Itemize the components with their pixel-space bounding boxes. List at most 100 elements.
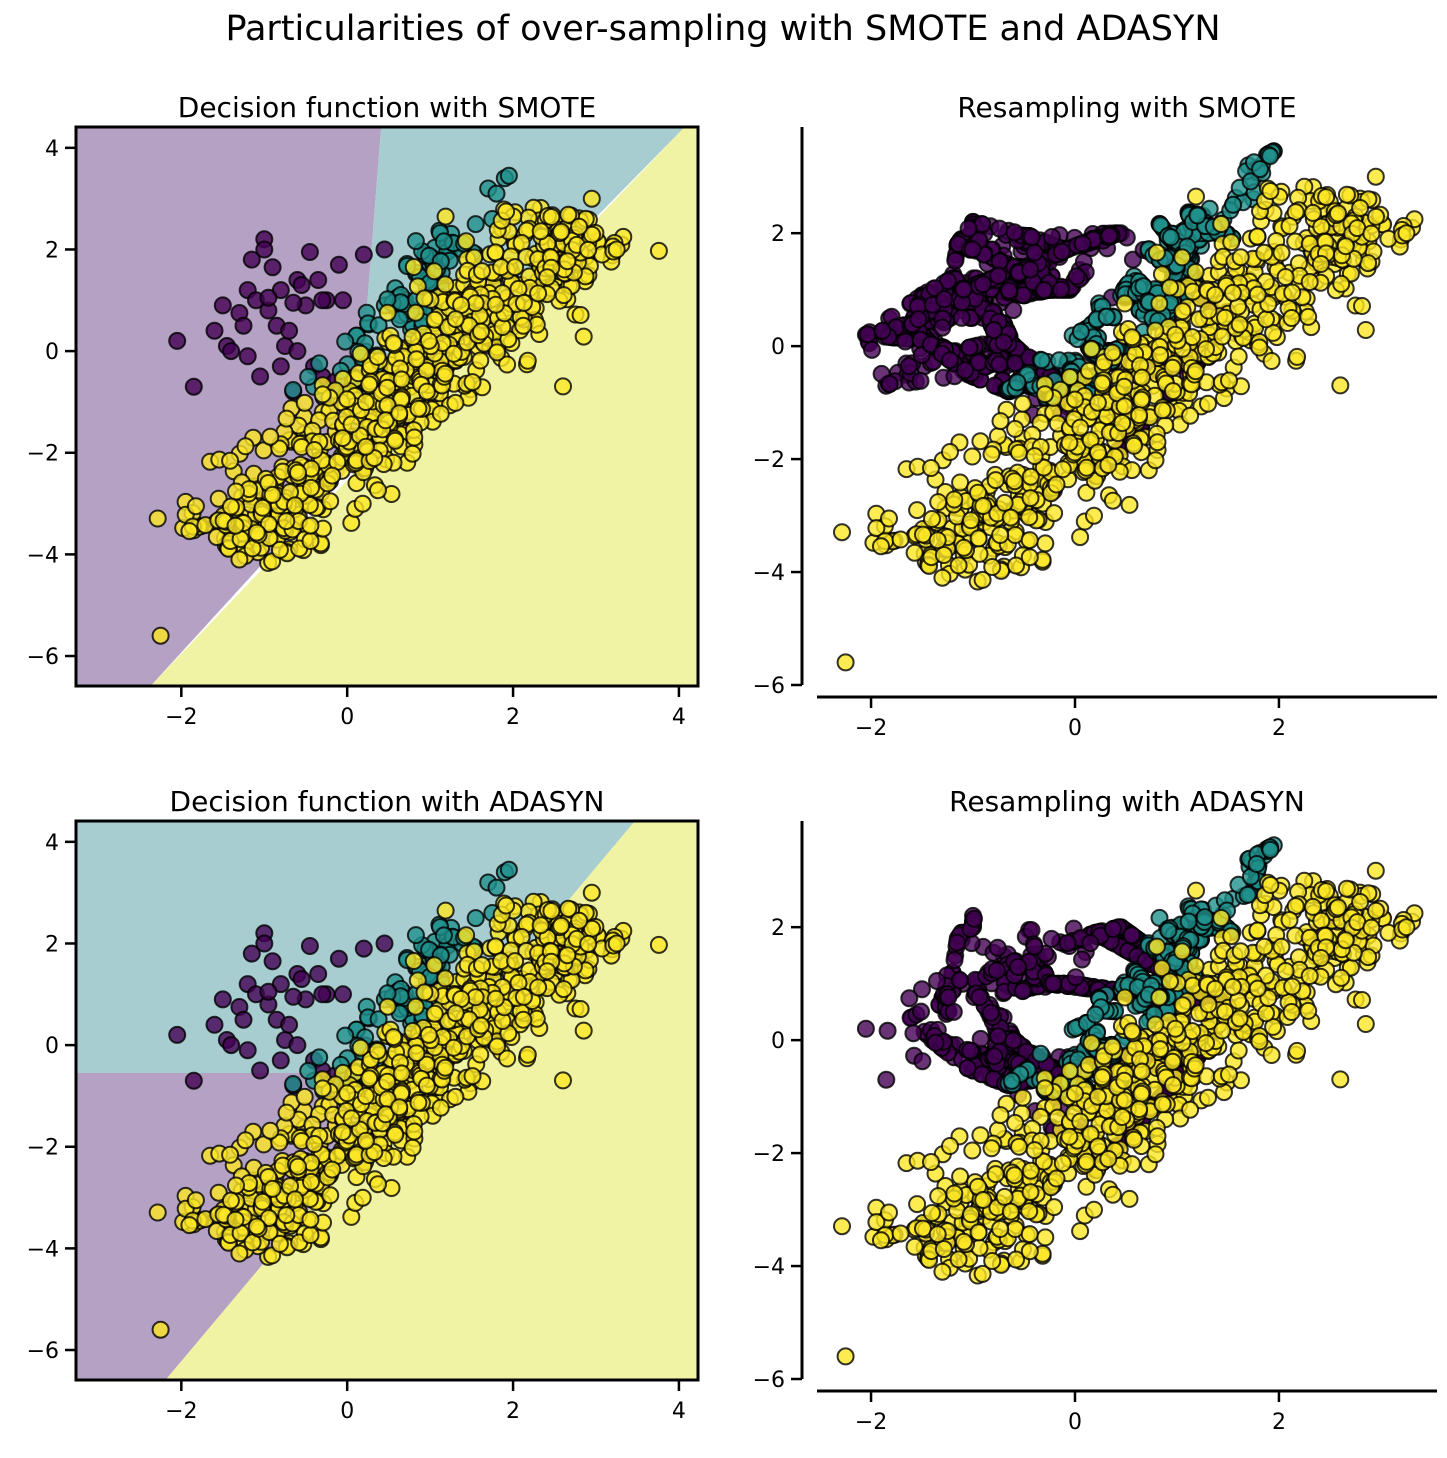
figure-title: Particularities of over-sampling with SM… xyxy=(225,9,1220,49)
data-point-class-2 xyxy=(1061,435,1077,451)
data-point-class-0 xyxy=(991,356,1007,372)
data-point-class-2 xyxy=(984,559,1000,575)
data-point-class-0 xyxy=(252,1063,268,1079)
data-point-class-2 xyxy=(262,1123,278,1139)
data-point-class-2 xyxy=(1262,183,1278,199)
data-point-class-2 xyxy=(1090,395,1106,411)
data-point-class-2 xyxy=(353,1040,369,1056)
data-point-class-2 xyxy=(279,411,295,427)
data-point-class-2 xyxy=(406,953,422,969)
data-point-class-2 xyxy=(458,927,474,943)
data-point-class-2 xyxy=(379,380,395,396)
data-point-class-2 xyxy=(946,492,962,508)
data-point-class-2 xyxy=(988,472,1004,488)
data-point-class-0 xyxy=(952,972,968,988)
data-point-class-2 xyxy=(992,527,1008,543)
data-point-class-0 xyxy=(901,358,917,374)
data-point-class-2 xyxy=(228,518,244,534)
y-tick-label: 0 xyxy=(45,1034,59,1059)
data-point-class-2 xyxy=(576,1023,592,1039)
data-point-class-2 xyxy=(907,545,923,561)
data-point-class-2 xyxy=(1198,341,1214,357)
data-point-class-2 xyxy=(344,1110,360,1126)
data-point-class-2 xyxy=(553,918,569,934)
data-point-class-2 xyxy=(303,533,319,549)
data-point-class-2 xyxy=(391,1099,407,1115)
data-point-class-2 xyxy=(427,1006,443,1022)
data-point-class-1 xyxy=(1189,208,1205,224)
data-point-class-2 xyxy=(1022,532,1038,548)
data-point-class-2 xyxy=(952,475,968,491)
data-point-class-2 xyxy=(447,395,463,411)
data-point-class-2 xyxy=(387,1127,403,1143)
data-point-class-0 xyxy=(878,1072,894,1088)
data-point-class-0 xyxy=(971,989,987,1005)
data-point-class-2 xyxy=(391,405,407,421)
data-point-class-2 xyxy=(1023,490,1039,506)
data-point-class-2 xyxy=(426,957,442,973)
data-point-class-1 xyxy=(1009,374,1025,390)
data-point-class-0 xyxy=(1053,282,1069,298)
data-point-class-0 xyxy=(265,259,281,275)
data-point-class-2 xyxy=(556,981,572,997)
data-point-class-2 xyxy=(458,233,474,249)
data-point-class-2 xyxy=(473,1018,489,1034)
data-point-class-2 xyxy=(1072,420,1088,436)
data-point-class-2 xyxy=(936,547,952,563)
data-point-class-2 xyxy=(297,1089,313,1105)
data-point-class-0 xyxy=(913,1004,929,1020)
data-point-class-2 xyxy=(1256,245,1272,261)
data-point-class-2 xyxy=(410,1095,426,1111)
data-point-class-0 xyxy=(215,297,231,313)
data-point-class-0 xyxy=(1001,283,1017,299)
data-point-class-2 xyxy=(231,1246,247,1262)
data-point-class-2 xyxy=(437,366,453,382)
data-point-class-0 xyxy=(966,911,982,927)
data-point-class-1 xyxy=(1252,161,1268,177)
data-point-class-2 xyxy=(380,305,396,321)
data-point-class-2 xyxy=(410,401,426,417)
data-point-class-2 xyxy=(964,449,980,465)
data-point-class-2 xyxy=(942,444,958,460)
data-point-class-2 xyxy=(1155,402,1171,418)
data-point-class-2 xyxy=(1003,510,1019,526)
data-point-class-2 xyxy=(473,324,489,340)
data-point-class-0 xyxy=(256,936,272,952)
data-point-class-2 xyxy=(1175,303,1191,319)
data-point-class-2 xyxy=(405,446,421,462)
data-point-class-2 xyxy=(881,511,897,527)
y-tick-label: 0 xyxy=(45,340,59,365)
data-point-class-2 xyxy=(370,1043,386,1059)
data-point-class-2 xyxy=(447,1089,463,1105)
data-point-class-0 xyxy=(236,318,252,334)
data-point-class-2 xyxy=(1067,392,1083,408)
data-point-class-0 xyxy=(882,376,898,392)
data-point-class-2 xyxy=(153,628,169,644)
data-point-class-2 xyxy=(322,493,338,509)
data-point-class-0 xyxy=(331,951,347,967)
data-point-class-2 xyxy=(507,259,523,275)
plot-area xyxy=(76,821,698,1380)
data-point-class-0 xyxy=(169,1027,185,1043)
data-point-class-2 xyxy=(1305,205,1321,221)
data-point-class-2 xyxy=(1027,448,1043,464)
data-point-class-2 xyxy=(361,1070,377,1086)
data-point-class-2 xyxy=(1368,209,1384,225)
data-point-class-2 xyxy=(358,439,374,455)
data-point-class-2 xyxy=(584,885,600,901)
data-point-class-2 xyxy=(406,430,422,446)
data-point-class-2 xyxy=(438,209,454,225)
data-point-class-2 xyxy=(394,1066,410,1082)
data-point-class-2 xyxy=(339,391,355,407)
data-point-class-0 xyxy=(1124,927,1140,943)
data-point-class-1 xyxy=(501,168,517,184)
data-point-class-2 xyxy=(303,1174,319,1190)
data-point-class-2 xyxy=(573,307,589,323)
data-point-class-2 xyxy=(1250,287,1266,303)
data-point-class-0 xyxy=(335,986,351,1002)
data-point-class-2 xyxy=(1015,396,1031,412)
data-point-class-0 xyxy=(256,242,272,258)
y-tick-label: 4 xyxy=(45,831,59,856)
data-point-class-0 xyxy=(240,1042,256,1058)
